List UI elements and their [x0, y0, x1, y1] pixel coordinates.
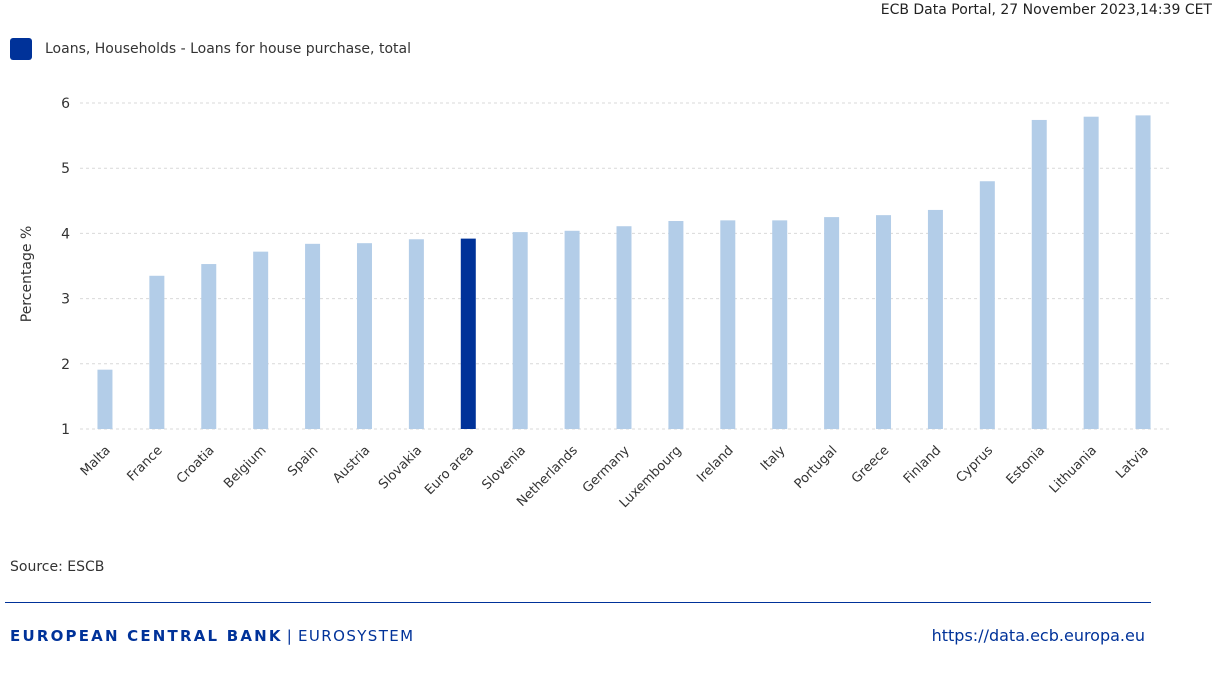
- x-tick-label: Finland: [901, 443, 944, 486]
- x-tick-label: Portugal: [792, 443, 841, 492]
- bar: [201, 264, 217, 429]
- bar: [1031, 119, 1047, 429]
- ecb-logo-text: EUROPEAN CENTRAL BANK | EUROSYSTEM: [10, 627, 415, 645]
- bar: [149, 275, 165, 429]
- source-note: Source: ESCB: [10, 559, 105, 575]
- x-tick-label: Austria: [330, 443, 373, 486]
- x-tick-label: Germany: [580, 443, 633, 496]
- x-tick-label: France: [125, 443, 166, 484]
- bar-highlight: [460, 238, 476, 429]
- timestamp: ECB Data Portal, 27 November 2023,14:39 …: [880, 2, 1212, 18]
- bar: [356, 243, 372, 429]
- y-tick-label: 4: [61, 226, 70, 242]
- y-tick-label: 2: [61, 357, 70, 373]
- x-tick-label: Greece: [849, 443, 892, 486]
- x-tick-label: Italy: [758, 443, 789, 474]
- bar: [253, 251, 269, 429]
- y-tick-label: 1: [61, 422, 70, 438]
- bar: [720, 220, 736, 429]
- x-tick-label: Spain: [285, 443, 321, 479]
- bar-chart: 1 2 3 4 5 6 Percentage % Malta France Croatia Belg…: [19, 96, 1170, 511]
- legend-label: Loans, Households - Loans for house purc…: [45, 41, 411, 57]
- bar: [616, 226, 632, 429]
- footer-separator: |: [286, 627, 295, 645]
- bar: [564, 230, 580, 429]
- bar: [876, 215, 892, 429]
- y-axis-label: Percentage %: [19, 226, 35, 323]
- y-tick-label: 5: [61, 161, 70, 177]
- x-tick-label: Lithuania: [1047, 443, 1100, 496]
- bar: [1083, 116, 1099, 429]
- legend-swatch: [10, 38, 32, 60]
- x-tick-label: Estonia: [1004, 443, 1048, 487]
- x-tick-label: Ireland: [694, 443, 736, 485]
- bar: [927, 209, 943, 429]
- x-tick-label: Slovenia: [479, 443, 529, 493]
- legend: Loans, Households - Loans for house purc…: [10, 38, 411, 60]
- bar: [668, 221, 684, 429]
- x-tick-label: Slovakia: [376, 443, 425, 492]
- x-tick-label: Euro area: [422, 443, 477, 498]
- bar: [1135, 115, 1151, 429]
- x-tick-label: Belgium: [221, 443, 269, 491]
- bar: [979, 181, 995, 429]
- x-tick-label: Cyprus: [953, 443, 996, 486]
- bar: [512, 232, 528, 429]
- bar: [824, 217, 840, 429]
- portal-link[interactable]: https://data.ecb.europa.eu: [931, 626, 1145, 645]
- footer-divider: [5, 602, 1151, 603]
- bar: [305, 243, 321, 429]
- bar: [97, 369, 113, 429]
- bank-name: EUROPEAN CENTRAL BANK: [10, 627, 283, 645]
- bar: [408, 239, 424, 429]
- x-tick-label: Croatia: [174, 443, 218, 487]
- bar: [772, 220, 788, 429]
- x-tick-label: Malta: [78, 443, 114, 479]
- y-tick-label: 6: [61, 96, 70, 112]
- x-tick-label: Latvia: [1113, 443, 1152, 482]
- y-tick-label: 3: [61, 292, 70, 308]
- eurosystem-label: EUROSYSTEM: [298, 627, 415, 645]
